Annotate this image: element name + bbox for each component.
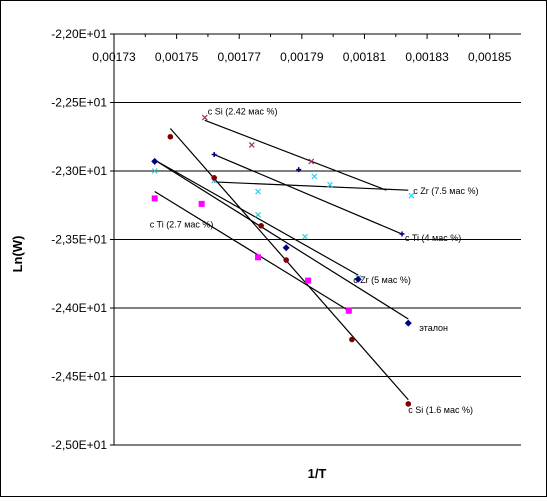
y-tick-label: -2,35E+01 [51,233,107,247]
trend-line [154,159,359,276]
data-point [308,158,315,165]
trend-line [213,154,403,235]
data-point [248,142,255,148]
data-point [345,307,352,314]
trend-line [154,191,350,312]
data-point [354,275,362,283]
x-axis: 0,00173 0,00175 0,00177 0,00179 0,00181 0,001… [92,33,521,64]
series-label: c Si (2.42 мас %) [208,106,278,116]
trend-line [204,119,387,191]
data-point [408,192,415,199]
x-tick-label: 0,00181 [343,50,387,64]
x-tick-label: 0,00183 [405,50,449,64]
y-tick-label: -2,50E+01 [51,438,107,452]
trend-line [154,159,409,320]
series-label: c Ti (4 мас %) [405,233,461,243]
data-point [405,401,412,407]
data-point [151,157,159,165]
data-point [302,233,308,240]
x-axis-title: 1/T [308,466,327,481]
x-tick-label: 0,00175 [155,50,199,64]
data-point [167,133,174,140]
data-point [327,181,333,188]
data-point [201,114,208,121]
trend-line [214,181,409,191]
data-point [255,188,261,195]
trend-line [169,128,409,401]
data-point [282,244,290,252]
x-tick-label: 0,00179 [280,50,324,64]
data-point [211,175,217,181]
data-point [255,211,261,218]
y-axis: -2,20E+01 -2,25E+01 -2,30E+01 -2,35E+01 -2,4… [51,27,115,452]
series-label: эталон [419,323,448,333]
series-labels: c Si (2.42 мас %) c Zr (7.5 мас %) c Ti (4… [150,106,479,414]
y-tick-label: -2,40E+01 [51,301,107,315]
x-tick-label: 0,00185 [468,50,512,64]
series-label: c Si (1.6 мас %) [408,405,473,415]
y-tick-label: -2,20E+01 [51,27,107,41]
data-point [151,195,158,202]
data-point [296,167,302,173]
series-label: c Ti (2.7 мас %) [150,220,214,230]
data-point [151,168,158,174]
data-point [349,336,355,343]
data-point [305,277,312,284]
data-point [311,173,318,180]
data-point [198,200,205,207]
trend-lines [154,119,409,401]
data-point [211,152,217,158]
data-point [283,257,289,263]
data-point [404,319,412,327]
y-tick-label: -2,30E+01 [51,164,107,178]
data-point [399,231,405,237]
data-point [258,223,264,229]
y-axis-title: Ln(W) [10,236,25,273]
data-point [255,254,262,261]
y-tick-label: -2,45E+01 [51,370,107,384]
data-points [151,114,415,407]
series-label: c Zr (5 мас %) [353,275,411,285]
y-tick-label: -2,25E+01 [51,96,107,110]
series-label: c Zr (7.5 мас %) [413,186,478,196]
x-tick-label: 0,00177 [218,50,262,64]
